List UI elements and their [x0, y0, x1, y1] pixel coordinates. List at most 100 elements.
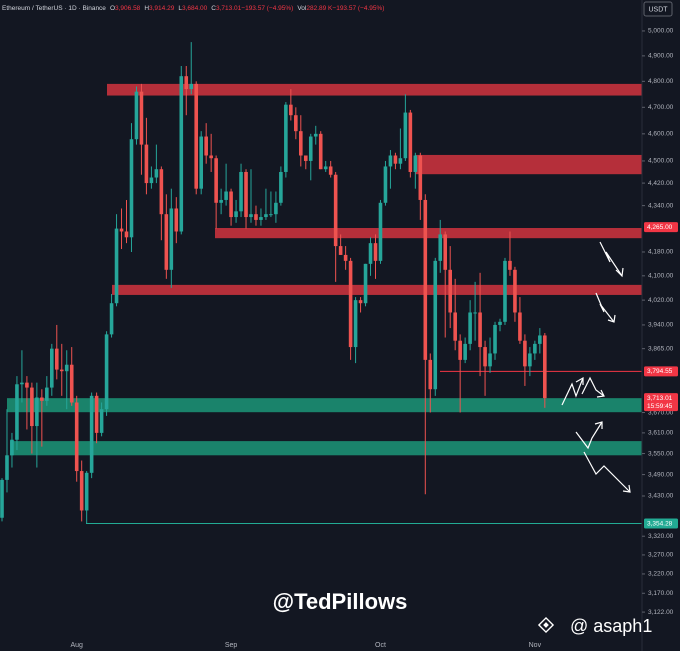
candle-body	[458, 340, 462, 360]
candle-body	[0, 479, 4, 518]
candle-body	[20, 382, 24, 385]
candle-body	[169, 208, 174, 270]
y-tick-label: 3,122.00	[648, 609, 674, 616]
candle-body	[528, 353, 532, 367]
candle-body	[483, 347, 487, 367]
candle-body	[433, 260, 438, 390]
candle-body	[189, 83, 194, 90]
candle-body	[333, 174, 338, 247]
zones	[7, 83, 642, 525]
candle-body	[488, 353, 492, 367]
candle-body	[443, 234, 448, 270]
candle-body	[59, 369, 64, 372]
candle-body	[453, 312, 457, 341]
arrow-head	[615, 267, 624, 278]
candle-body	[294, 115, 298, 132]
candle-body	[463, 343, 467, 360]
field-value: −193.57 (−4.95%)	[241, 5, 293, 12]
currency-badge	[643, 1, 673, 17]
candle-body	[308, 136, 313, 161]
candle-body	[179, 76, 184, 232]
y-tick-label: 4,900.00	[648, 53, 674, 60]
candle-body	[413, 155, 418, 172]
zone	[112, 284, 642, 295]
credit: @ asaph1	[570, 616, 652, 636]
candle-body	[473, 312, 477, 314]
candle-body	[279, 171, 283, 203]
candle-body	[378, 202, 383, 261]
candle-body	[184, 76, 189, 90]
y-tick-label: 4,100.00	[648, 273, 674, 280]
candle-body	[45, 387, 49, 401]
candle-body	[289, 104, 293, 116]
x-tick-label: Sep	[225, 642, 238, 649]
candle-body	[164, 214, 169, 270]
candle-body	[5, 455, 9, 480]
candle-body	[348, 260, 353, 348]
price-axis: 5,000.00 4,900.00 4,800.00 4,700.00 4,600.00…	[641, 0, 678, 651]
candle-body	[10, 439, 14, 456]
candle-body	[284, 104, 288, 172]
candle-body	[15, 384, 19, 440]
candle-body	[139, 91, 144, 145]
y-tick-label: 4,340.00	[648, 202, 674, 209]
price-label-box	[644, 393, 678, 412]
price-label-box	[644, 366, 678, 377]
candle-body	[50, 348, 54, 388]
y-tick-label: 4,700.00	[648, 104, 674, 111]
candle-body	[89, 395, 94, 473]
candle-body	[99, 409, 104, 433]
logo-mark	[537, 616, 555, 634]
arrow-head	[596, 389, 605, 398]
y-tick-label: 3,670.00	[648, 409, 674, 416]
candle-body	[343, 254, 348, 261]
candle-body	[448, 269, 452, 313]
candle-body	[303, 155, 308, 161]
y-tick-label: 3,550.00	[648, 450, 674, 457]
candle-body	[393, 155, 398, 164]
y-tick-label: 4,600.00	[648, 131, 674, 138]
countdown: 15:59:45	[647, 403, 673, 410]
candle-body	[428, 359, 433, 390]
candle-body	[69, 364, 74, 403]
candle-body	[35, 397, 39, 427]
field-value: 3,684.00	[182, 5, 208, 12]
header: Ethereum / TetherUS · 1D · Binance O3,906…	[2, 5, 384, 12]
price-label-box	[644, 518, 678, 529]
price-label: 3,713.01	[647, 395, 673, 402]
symbol: Ethereum / TetherUS · 1D · Binance	[2, 5, 106, 12]
candle-body	[358, 300, 363, 304]
candle-body	[204, 136, 208, 156]
candle-body	[269, 214, 273, 216]
candle-body	[79, 471, 84, 511]
y-tick-label: 3,430.00	[648, 493, 674, 500]
candle-body	[30, 387, 34, 427]
y-tick-label: 3,270.00	[648, 552, 674, 559]
candle-body	[543, 335, 547, 399]
field-key: H	[144, 5, 149, 12]
candle-body	[229, 191, 233, 218]
candle-body	[523, 340, 527, 367]
candle-body	[423, 199, 428, 360]
field-value: 282.89 K	[306, 5, 333, 12]
y-tick-label: 5,000.00	[648, 28, 674, 35]
candle-body	[338, 246, 343, 255]
candle-body	[40, 397, 44, 401]
candle-body	[25, 382, 29, 388]
arrow	[595, 292, 615, 323]
candle-body	[313, 133, 318, 137]
candle-body	[104, 334, 109, 410]
candle-body	[254, 214, 258, 220]
price-label: 3,794.55	[647, 368, 673, 375]
candle-body	[84, 472, 89, 511]
field-value: 3,906.58	[115, 5, 141, 12]
arrow-head	[622, 484, 631, 493]
candle-body	[109, 303, 114, 335]
candle-body	[533, 343, 537, 354]
y-tick-label: 3,320.00	[648, 533, 674, 540]
candle-body	[398, 158, 403, 164]
candle-body	[373, 243, 378, 261]
candle-body	[224, 191, 228, 200]
y-tick-label: 3,170.00	[648, 590, 674, 597]
y-tick-label: 4,500.00	[648, 158, 674, 165]
